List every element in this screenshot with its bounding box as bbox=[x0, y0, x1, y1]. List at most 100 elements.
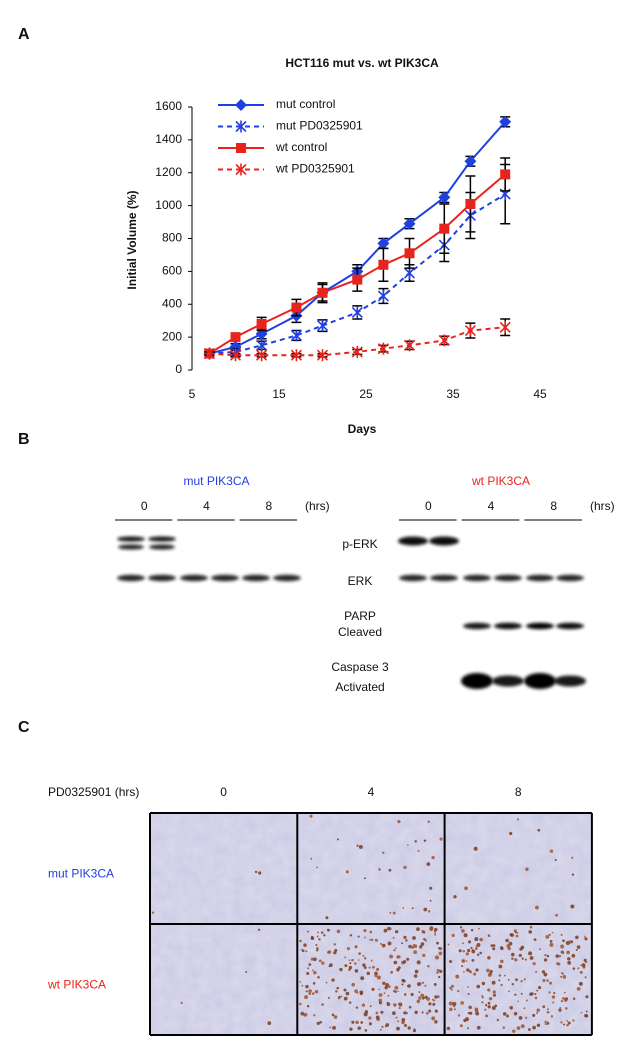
stained-cell bbox=[516, 1026, 521, 1030]
blot-band bbox=[556, 574, 584, 582]
stained-cell bbox=[566, 957, 571, 961]
stained-cell bbox=[316, 946, 319, 950]
stained-cell bbox=[499, 946, 504, 950]
stained-cell bbox=[464, 886, 468, 891]
stained-cell bbox=[412, 936, 416, 940]
stained-cell bbox=[491, 980, 496, 985]
stained-cell bbox=[546, 1010, 550, 1014]
stained-cell bbox=[429, 899, 432, 902]
stained-cell bbox=[520, 992, 523, 995]
data-point bbox=[236, 143, 246, 153]
stained-cell bbox=[465, 952, 469, 956]
stained-cell bbox=[327, 996, 330, 999]
stained-cell bbox=[414, 969, 419, 974]
stained-cell bbox=[570, 904, 575, 909]
stained-cell bbox=[317, 975, 320, 979]
stained-cell bbox=[572, 997, 576, 1001]
stained-cell bbox=[368, 966, 371, 969]
stained-cell bbox=[422, 981, 424, 984]
stained-cell bbox=[427, 820, 430, 824]
stained-cell bbox=[439, 837, 443, 841]
stained-cell bbox=[525, 999, 528, 1002]
stained-cell bbox=[550, 1015, 554, 1018]
stained-cell bbox=[397, 966, 401, 970]
stained-cell bbox=[245, 971, 248, 973]
legend-label: mut PD0325901 bbox=[276, 119, 363, 133]
stained-cell bbox=[434, 932, 437, 934]
stained-cell bbox=[344, 964, 348, 968]
unit-label: (hrs) bbox=[305, 499, 330, 513]
stained-cell bbox=[549, 849, 554, 853]
data-point bbox=[203, 347, 215, 360]
stained-cell bbox=[511, 983, 514, 986]
stained-cell bbox=[368, 1022, 372, 1026]
stained-cell bbox=[305, 984, 309, 989]
ihc-panel: PD0325901 (hrs) 0 4 8 mut PIK3CA wt PIK3CA bbox=[47, 785, 593, 1036]
stained-cell bbox=[374, 971, 378, 976]
y-tick-label: 400 bbox=[162, 296, 182, 310]
data-point bbox=[439, 223, 450, 234]
stained-cell bbox=[363, 1012, 368, 1017]
stained-cell bbox=[561, 997, 565, 1000]
stained-cell bbox=[411, 945, 415, 949]
tissue-texture bbox=[150, 813, 298, 924]
stained-cell bbox=[466, 1027, 469, 1030]
stained-cell bbox=[534, 996, 538, 1000]
stained-cell bbox=[461, 965, 464, 968]
stained-cell bbox=[560, 933, 563, 936]
stained-cell bbox=[507, 979, 510, 981]
stained-cell bbox=[437, 995, 440, 999]
stained-cell bbox=[362, 954, 365, 957]
stained-cell bbox=[552, 1001, 555, 1004]
stained-cell bbox=[514, 931, 517, 934]
stained-cell bbox=[379, 1028, 382, 1031]
stained-cell bbox=[332, 1025, 336, 1030]
blot-band bbox=[463, 622, 491, 630]
stained-cell bbox=[476, 984, 481, 989]
stained-cell bbox=[363, 929, 367, 933]
stained-cell bbox=[476, 953, 480, 956]
stained-cell bbox=[393, 1003, 397, 1007]
stained-cell bbox=[585, 995, 589, 999]
stained-cell bbox=[315, 949, 319, 952]
stained-cell bbox=[538, 985, 542, 990]
stained-cell bbox=[451, 933, 455, 937]
stained-cell bbox=[496, 1018, 500, 1022]
stained-cell bbox=[345, 991, 350, 996]
stained-cell bbox=[395, 947, 397, 949]
stained-cell bbox=[378, 988, 380, 991]
blot-band bbox=[118, 544, 144, 550]
stained-cell bbox=[446, 1026, 451, 1031]
stained-cell bbox=[398, 1002, 402, 1006]
stained-cell bbox=[434, 1009, 438, 1013]
stained-cell bbox=[520, 1024, 525, 1029]
stained-cell bbox=[428, 1009, 432, 1013]
stained-cell bbox=[299, 1002, 302, 1006]
stained-cell bbox=[487, 955, 491, 960]
y-tick-label: 600 bbox=[162, 264, 182, 278]
x-tick-label: 25 bbox=[359, 387, 373, 401]
stained-cell bbox=[388, 927, 392, 931]
stained-cell bbox=[492, 944, 496, 947]
stained-cell bbox=[356, 844, 359, 848]
stained-cell bbox=[180, 1001, 183, 1005]
stained-cell bbox=[360, 1021, 364, 1024]
stained-cell bbox=[408, 944, 412, 949]
stained-cell bbox=[336, 929, 341, 934]
blot-band bbox=[398, 536, 428, 546]
data-point bbox=[438, 191, 451, 204]
stained-cell bbox=[455, 974, 460, 979]
stained-cell bbox=[359, 990, 364, 995]
stained-cell bbox=[376, 975, 381, 980]
tissue-texture bbox=[150, 924, 298, 1035]
stained-cell bbox=[513, 1012, 518, 1016]
stained-cell bbox=[457, 1014, 461, 1017]
stained-cell bbox=[357, 935, 360, 938]
stained-cell bbox=[514, 958, 518, 962]
stained-cell bbox=[462, 942, 465, 945]
stained-cell bbox=[518, 953, 522, 957]
data-point bbox=[229, 349, 242, 362]
stained-cell bbox=[518, 1016, 523, 1020]
stained-cell bbox=[536, 1012, 538, 1014]
